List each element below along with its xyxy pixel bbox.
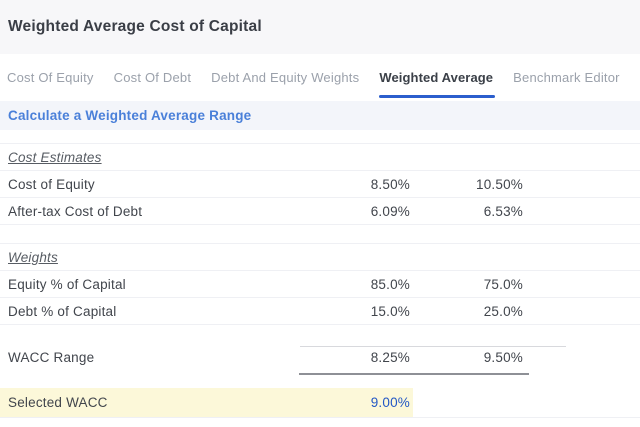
row-value-low: 6.09% [370,203,410,219]
wacc-range-label: WACC Range [8,349,95,365]
tab-bar: Cost Of Equity Cost Of Debt Debt And Equ… [0,54,640,101]
row-value-high: 75.0% [483,276,523,292]
row-gap [0,376,640,388]
row-value-low: 15.0% [370,303,410,319]
tab-weighted-average[interactable]: Weighted Average [379,54,495,101]
tab-cost-of-debt[interactable]: Cost Of Debt [113,70,192,85]
section-divider [0,224,640,243]
row-label: After-tax Cost of Debt [8,203,143,219]
wacc-range-high: 9.50% [483,349,523,365]
row-label: Debt % of Capital [8,303,117,319]
table-row-debt-pct-of-capital: Debt % of Capital 15.0% 25.0% [0,297,640,324]
tab-benchmark-editor[interactable]: Benchmark Editor [513,70,620,85]
section-row-cost-estimates: Cost Estimates [0,143,640,170]
calculate-range-banner: Calculate a Weighted Average Range [0,101,640,130]
wacc-range-low: 8.25% [370,349,410,365]
table-row-after-tax-cost-of-debt: After-tax Cost of Debt 6.09% 6.53% [0,197,640,224]
wacc-table: Cost Estimates Cost of Equity 8.50% 10.5… [0,130,640,418]
page-title: Weighted Average Cost of Capital [8,18,262,35]
wacc-range-top-rule [300,346,566,347]
page-header: Weighted Average Cost of Capital [0,0,640,54]
selected-wacc-row: Selected WACC 9.00% [0,388,640,418]
calculate-range-link[interactable]: Calculate a Weighted Average Range [8,108,252,123]
row-value-low: 85.0% [370,276,410,292]
row-value-high: 6.53% [483,203,523,219]
section-heading-cost-estimates: Cost Estimates [8,149,102,165]
row-value-high: 25.0% [483,303,523,319]
tab-debt-and-equity-weights[interactable]: Debt And Equity Weights [211,70,360,85]
wacc-range-row: WACC Range 8.25% 9.50% [0,338,640,376]
selected-wacc-label: Selected WACC [8,395,108,410]
section-heading-weights: Weights [8,249,58,265]
row-value-low: 8.50% [370,176,410,192]
section-divider [0,324,640,338]
table-row-cost-of-equity: Cost of Equity 8.50% 10.50% [0,170,640,197]
tab-cost-of-equity[interactable]: Cost Of Equity [7,70,94,85]
section-row-weights: Weights [0,243,640,270]
row-value-high: 10.50% [476,176,523,192]
wacc-range-bottom-rule [299,373,529,375]
selected-wacc-value[interactable]: 9.00% [370,395,410,410]
table-row-equity-pct-of-capital: Equity % of Capital 85.0% 75.0% [0,270,640,297]
row-label: Equity % of Capital [8,276,126,292]
row-label: Cost of Equity [8,176,95,192]
